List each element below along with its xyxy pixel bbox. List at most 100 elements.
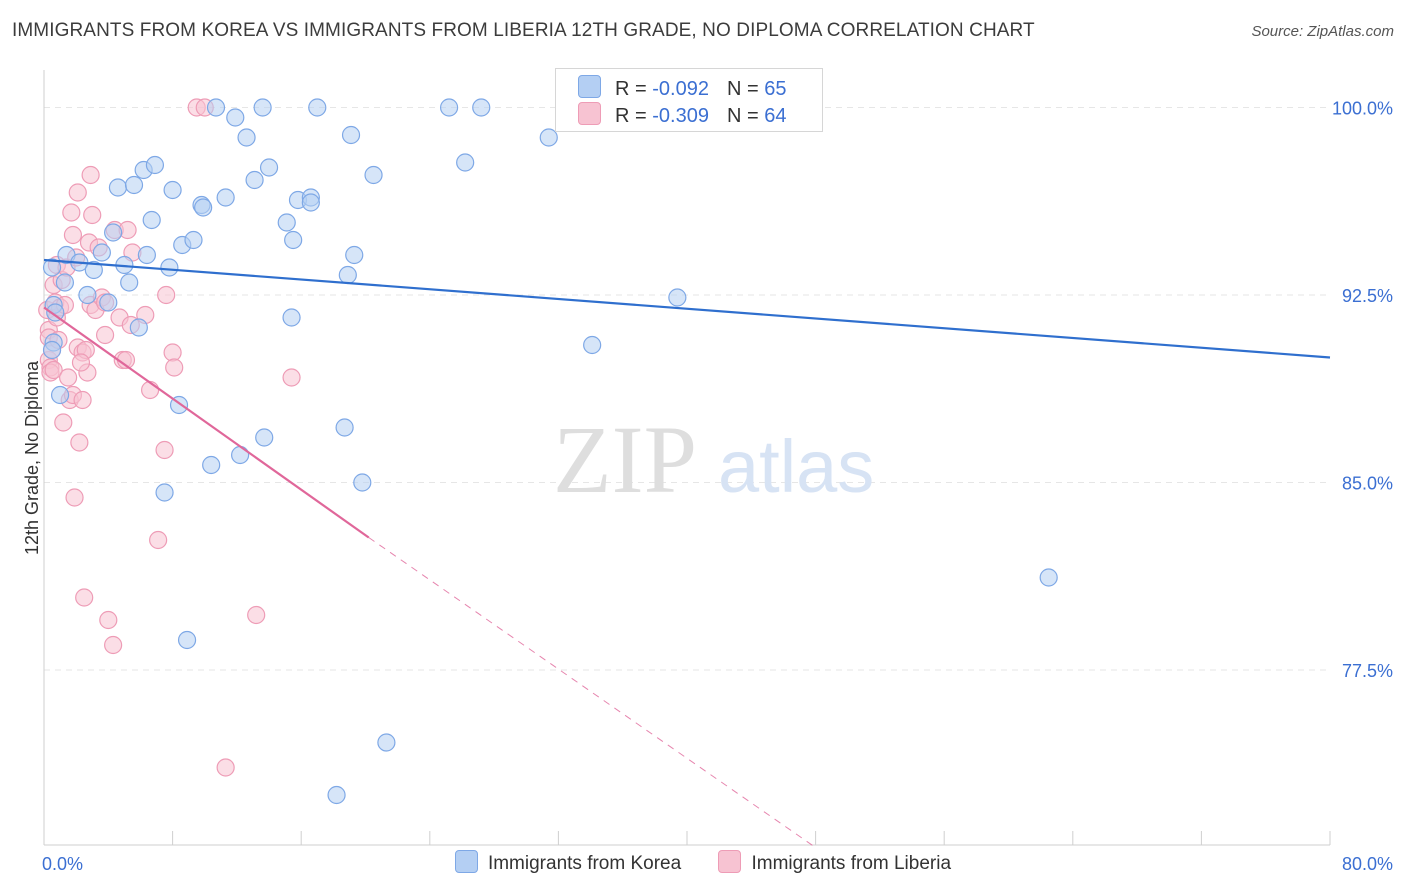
y-tick-label: 100.0% [1332, 99, 1393, 119]
korea-point [120, 273, 139, 292]
liberia-point [216, 758, 235, 777]
liberia-point [95, 325, 115, 345]
liberia-point [75, 588, 94, 607]
korea-point [92, 243, 111, 262]
korea-point [99, 293, 118, 312]
korea-point [377, 733, 396, 752]
liberia-point [282, 368, 301, 387]
liberia-point [247, 605, 266, 625]
korea-point [338, 265, 357, 285]
liberia-swatch [578, 102, 601, 125]
korea-point [245, 170, 264, 190]
liberia-trend-extension [368, 537, 816, 848]
liberia-point [165, 358, 184, 377]
x-tick-label-min: 0.0% [42, 854, 83, 874]
liberia-legend-swatch [718, 850, 742, 873]
tick-labels: 100.0% 92.5% 85.0% 77.5% 0.0% 80.0% [42, 99, 1393, 875]
liberia-point [59, 368, 78, 387]
korea-point [353, 473, 372, 492]
korea-n-value: 65 [764, 78, 787, 100]
korea-point [145, 155, 165, 175]
korea-point [282, 308, 301, 327]
series-legend: Immigrants from Korea Immigrants from Li… [0, 850, 1406, 875]
korea-point [327, 785, 346, 805]
liberia-point [54, 413, 73, 432]
y-tick-label: 77.5% [1342, 661, 1393, 681]
liberia-point [163, 343, 182, 362]
liberia-point [140, 380, 160, 400]
korea-point [301, 193, 320, 212]
x-tick-label-max: 80.0% [1342, 854, 1393, 874]
korea-point [163, 180, 182, 200]
legend-item-liberia[interactable]: Immigrants from Liberia [718, 850, 951, 875]
liberia-point [81, 165, 100, 185]
korea-point [177, 630, 197, 650]
y-axis-label: 12th Grade, No Diploma [22, 360, 42, 555]
legend-item-korea[interactable]: Immigrants from Korea [454, 850, 682, 875]
liberia-point [65, 488, 84, 507]
liberia-point [104, 635, 123, 655]
korea-point [259, 158, 279, 177]
liberia-point [68, 183, 87, 202]
korea-point [155, 483, 174, 502]
korea-point [55, 273, 74, 292]
korea-r-label: R = [615, 78, 653, 100]
korea-point [456, 153, 475, 172]
liberia-n-label: N = [726, 105, 765, 127]
korea-point [341, 125, 361, 145]
y-tick-label: 92.5% [1342, 286, 1393, 306]
gridlines [44, 107, 1330, 671]
liberia-point [73, 390, 92, 410]
korea-point [335, 418, 354, 437]
series-korea-points [42, 98, 1058, 805]
liberia-point [157, 285, 176, 305]
legend-row-korea: R = -0.092 N = 65 [578, 75, 787, 100]
korea-point [539, 128, 558, 147]
korea-point [42, 340, 62, 360]
korea-point [277, 213, 296, 232]
zipatlas-watermark: ZIP atlas [553, 406, 874, 513]
liberia-point [149, 530, 168, 550]
korea-point [237, 128, 256, 147]
korea-point [84, 260, 103, 280]
korea-point [78, 285, 97, 305]
korea-point [226, 108, 245, 127]
korea-point [124, 175, 144, 195]
korea-point [216, 188, 235, 207]
korea-point [194, 198, 213, 217]
korea-point [108, 178, 128, 197]
liberia-point [44, 360, 63, 380]
korea-point [231, 445, 250, 465]
trend-lines [43, 258, 1331, 848]
korea-point [46, 303, 65, 322]
korea-point [668, 288, 687, 307]
chart-source: Source: ZipAtlas.com [1251, 23, 1394, 40]
liberia-trend-line [43, 306, 370, 539]
liberia-legend-label: Immigrants from Liberia [751, 853, 952, 874]
korea-point [160, 258, 179, 277]
korea-point [472, 98, 491, 117]
liberia-r-value: -0.309 [652, 105, 709, 127]
korea-point [255, 428, 274, 447]
liberia-point [99, 610, 118, 630]
korea-n-label: N = [726, 78, 765, 100]
chart-title: IMMIGRANTS FROM KOREA VS IMMIGRANTS FROM… [12, 20, 1035, 41]
korea-legend-label: Immigrants from Korea [487, 853, 682, 874]
liberia-point [83, 205, 102, 225]
korea-point [364, 165, 383, 185]
korea-point [137, 245, 156, 265]
correlation-legend: R = -0.092 N = 65 R = -0.309 N = 64 [555, 68, 823, 132]
liberia-point [70, 433, 89, 452]
korea-point [50, 385, 70, 405]
korea-legend-swatch [454, 850, 478, 873]
liberia-n-value: 64 [764, 105, 787, 127]
korea-point [583, 335, 602, 355]
legend-row-liberia: R = -0.309 N = 64 [578, 102, 787, 127]
liberia-point [155, 440, 174, 460]
watermark-atlas: atlas [718, 425, 874, 508]
liberia-r-label: R = [615, 105, 653, 127]
korea-point [129, 318, 148, 337]
liberia-point [71, 353, 91, 372]
korea-point [104, 223, 123, 242]
